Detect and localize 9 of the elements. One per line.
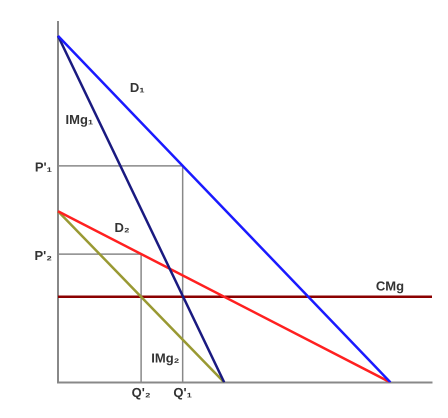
series-label: D₂ [114, 220, 130, 235]
series-label: CMg [376, 278, 404, 294]
ref-line-label: P'₁ [34, 159, 52, 174]
series-label: IMg₂ [151, 350, 180, 366]
series-label: D₁ [130, 80, 145, 95]
series-label: IMg₁ [66, 112, 94, 128]
x-tick-label: Q'₂ [132, 384, 151, 400]
ref-line-label: P'₂ [34, 248, 52, 263]
x-tick-label: Q'₁ [173, 384, 192, 400]
